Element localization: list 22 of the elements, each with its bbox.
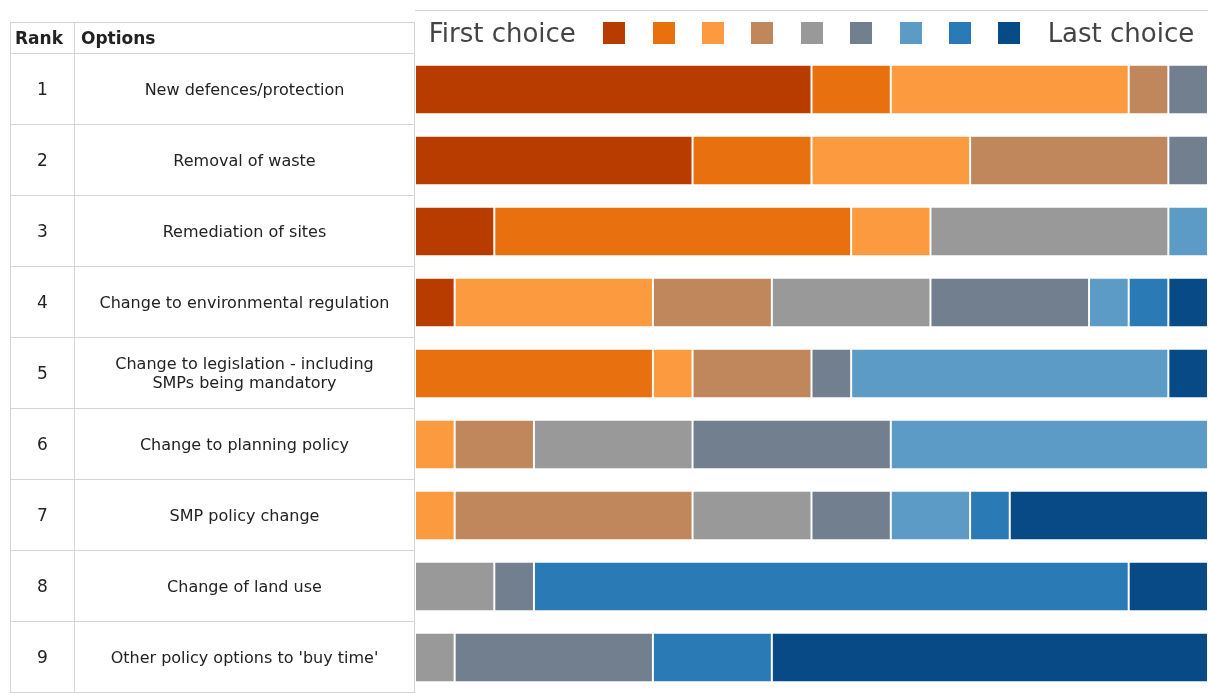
y-tick-label: SMP policy change bbox=[75, 480, 415, 551]
y2-tick-label: 5 bbox=[10, 338, 75, 409]
y-tick-label: Other policy options to 'buy time' bbox=[75, 622, 415, 693]
text: First choice bbox=[428, 18, 576, 48]
y-tick-label: Remediation of sites bbox=[75, 196, 415, 267]
text: Last choice bbox=[1047, 18, 1195, 48]
y2-tick-label: 8 bbox=[10, 551, 75, 622]
y-tick-label: Removal of waste bbox=[75, 125, 415, 196]
y2-tick-label: 2 bbox=[10, 125, 75, 196]
y2-tick-label: 9 bbox=[10, 622, 75, 693]
y-tick-label: Change of land use bbox=[75, 551, 415, 622]
text: Options bbox=[75, 22, 415, 54]
y2-tick-label: 1 bbox=[10, 54, 75, 125]
y-tick-label: Change to environmental regulation bbox=[75, 267, 415, 338]
y-tick-label: New defences/protection bbox=[75, 54, 415, 125]
y2-tick-label: 3 bbox=[10, 196, 75, 267]
y2-tick-label: 4 bbox=[10, 267, 75, 338]
y2-tick-label: 6 bbox=[10, 409, 75, 480]
y-tick-label: Change to legislation - including SMPs being mandatory bbox=[75, 338, 415, 409]
text: Rank bbox=[10, 22, 75, 54]
y-tick-label: Change to planning policy bbox=[75, 409, 415, 480]
y2-tick-label: 7 bbox=[10, 480, 75, 551]
